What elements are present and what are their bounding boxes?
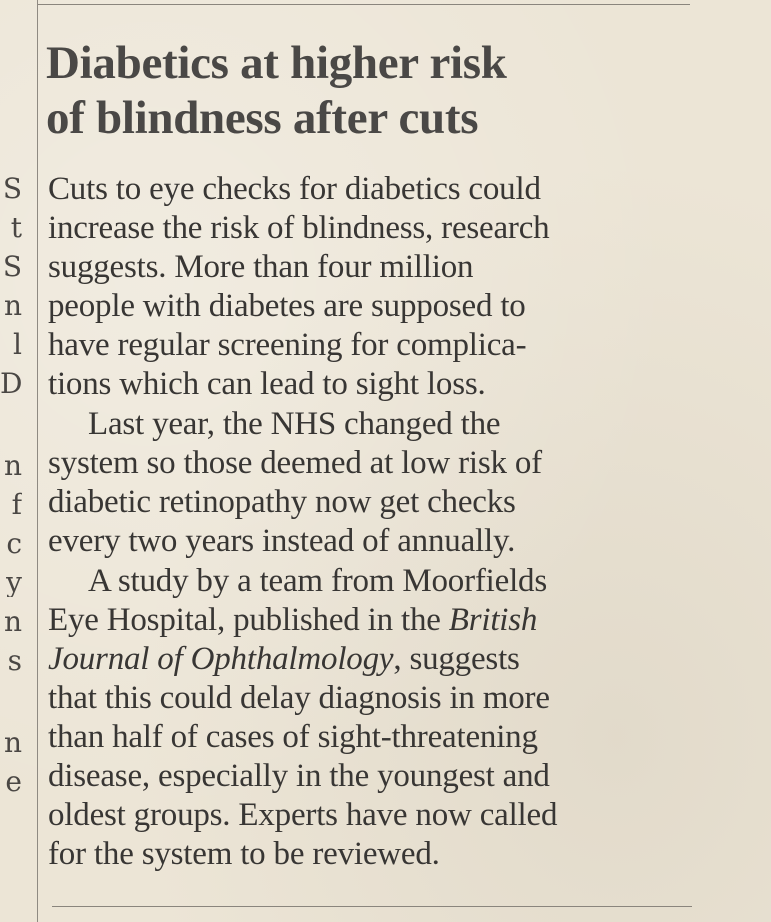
journal-title: British [448,602,538,638]
body-line: increase the risk of blindness, research [48,210,550,246]
fragment-letter: S [2,175,22,203]
body-line: Cuts to eye checks for diabetics could [48,171,541,207]
column-rule [37,0,38,922]
body-line: people with diabetes are supposed to [48,288,526,324]
fragment-letter: f [11,491,22,519]
fragment-letter: s [7,647,22,675]
top-rule [38,4,690,5]
body-line: that this could delay diagnosis in more [48,680,550,716]
fragment-letter: c [6,530,22,558]
body-line: Last year, the NHS changed the [88,406,501,442]
body-line: Journal of Ophthalmology, suggests [48,640,520,679]
fragment-letter: n [3,608,22,636]
fragment-letter: e [5,768,22,796]
body-line: every two years instead of annually. [48,523,516,559]
body-line: oldest groups. Experts have now called [48,797,558,833]
article-headline: Diabetics at higher risk of blindness af… [46,36,746,146]
body-line: diabetic retinopathy now get checks [48,484,516,520]
body-line: tions which can lead to sight loss. [48,366,486,402]
body-text: , suggests [393,641,520,677]
body-line: disease, especially in the youngest and [48,758,550,794]
fragment-letter: n [3,452,22,480]
body-line: for the system to be reviewed. [48,836,440,872]
fragment-letter: S [2,253,22,281]
fragment-letter: n [3,292,22,320]
journal-title: Journal of Ophthalmology [48,641,394,677]
body-line: have regular screening for complica- [48,327,527,363]
body-line: system so those deemed at low risk of [48,445,542,481]
body-text: Eye Hospital, published in the [48,602,449,638]
fragment-letter: t [10,214,22,242]
body-line: than half of cases of sight-threatening [48,719,538,755]
body-line: A study by a team from Moorfields [88,563,547,599]
fragment-letter: D [0,370,22,398]
body-line: suggests. More than four million [48,249,474,285]
headline-line: Diabetics at higher risk [46,37,507,89]
fragment-letter: l [13,331,22,359]
headline-line: of blindness after cuts [46,92,479,144]
body-line: Eye Hospital, published in the British [48,601,537,640]
fragment-letter: y [6,569,22,597]
fragment-letter: n [3,729,22,757]
bottom-rule [52,906,692,907]
